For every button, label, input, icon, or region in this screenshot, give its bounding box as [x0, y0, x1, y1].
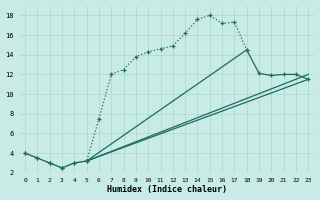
X-axis label: Humidex (Indice chaleur): Humidex (Indice chaleur) [107, 185, 227, 194]
